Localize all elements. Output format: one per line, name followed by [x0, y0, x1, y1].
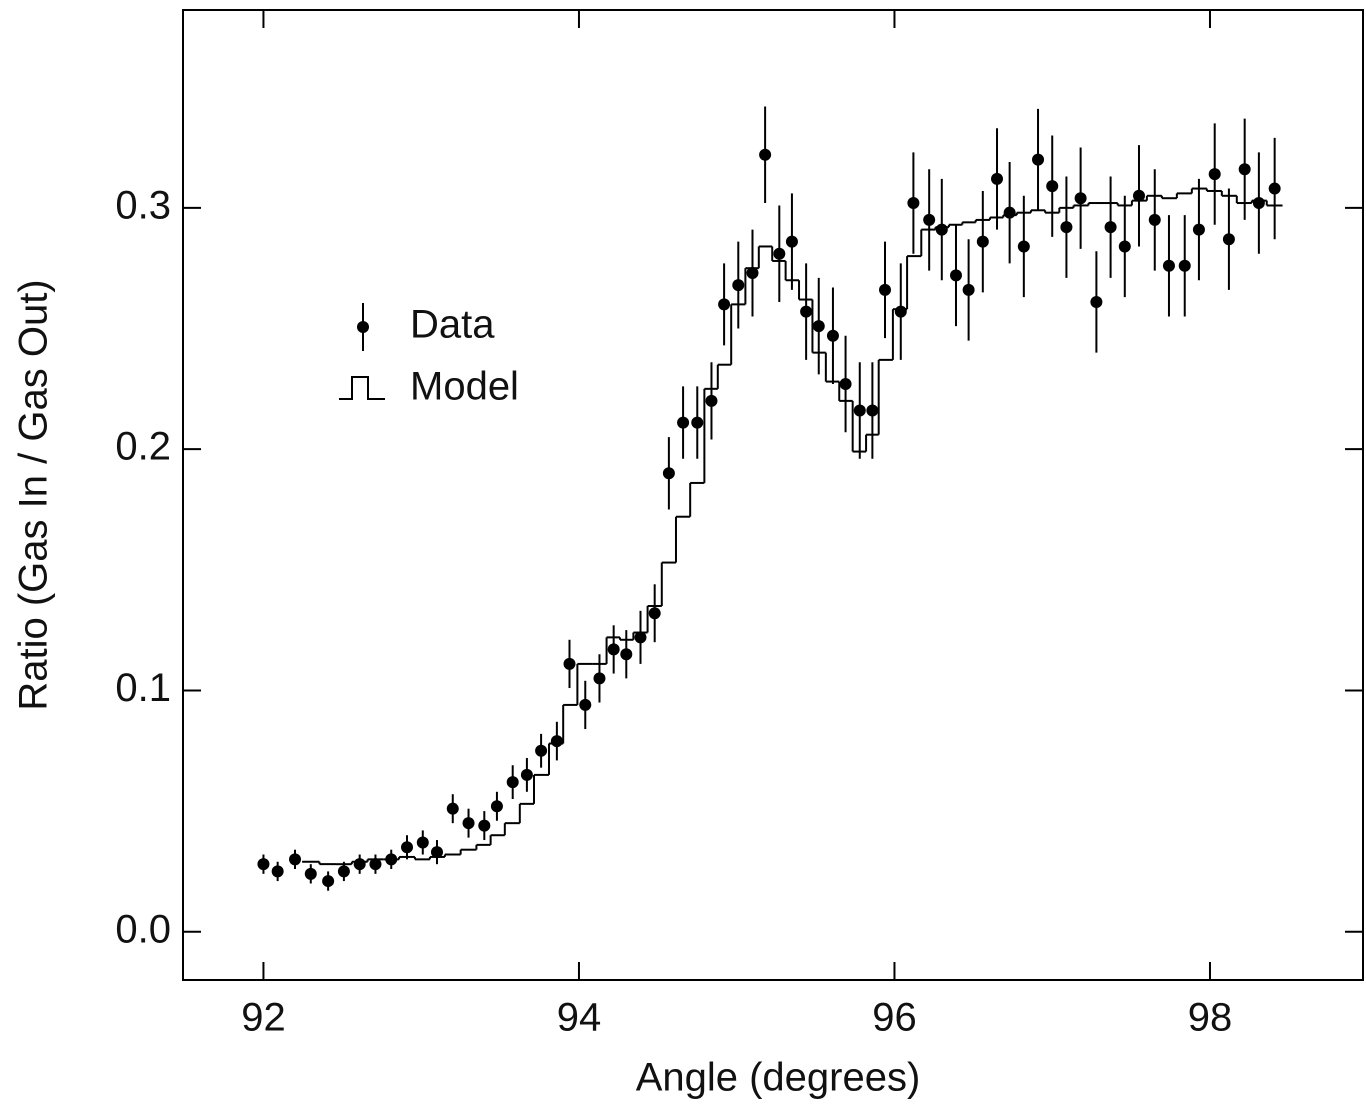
data-point	[935, 223, 948, 236]
data-point	[1268, 182, 1281, 195]
data-point	[430, 846, 443, 859]
legend-step-icon	[339, 376, 385, 400]
data-point	[962, 283, 975, 296]
data-point	[991, 172, 1004, 185]
data-point	[691, 416, 704, 429]
data-point	[853, 404, 866, 417]
data-point	[812, 320, 825, 333]
data-point	[1148, 213, 1161, 226]
data-point	[322, 875, 335, 888]
y-axis-label: Ratio (Gas In / Gas Out)	[12, 279, 56, 710]
plot-frame	[182, 9, 1364, 981]
data-point	[1104, 221, 1117, 234]
data-point	[894, 305, 907, 318]
x-tick-label: 98	[1188, 996, 1233, 1040]
data-point	[353, 858, 366, 871]
data-point	[369, 858, 382, 871]
data-point	[866, 404, 879, 417]
data-point	[1192, 223, 1205, 236]
data-point	[1252, 197, 1265, 210]
y-tick-label: 0.0	[115, 907, 171, 951]
data-point	[304, 867, 317, 880]
data-point	[289, 853, 302, 866]
x-axis-label: Angle (degrees)	[636, 1056, 921, 1100]
data-point	[478, 819, 491, 832]
data-point	[271, 865, 284, 878]
data-point	[1222, 233, 1235, 246]
data-point	[535, 744, 548, 757]
x-tick-label: 96	[872, 996, 917, 1040]
data-point	[1132, 189, 1145, 202]
data-point	[579, 698, 592, 711]
data-point	[826, 329, 839, 342]
legend-point-icon	[357, 321, 369, 333]
data-point	[490, 800, 503, 813]
data-point	[416, 836, 429, 849]
data-point	[607, 643, 620, 656]
data-point	[462, 817, 475, 830]
data-point	[446, 802, 459, 815]
data-point	[785, 235, 798, 248]
data-point	[1118, 240, 1131, 253]
data-point	[1208, 168, 1221, 181]
data-point	[923, 213, 936, 226]
data-point	[563, 657, 576, 670]
data-point	[257, 858, 270, 871]
data-point	[506, 776, 519, 789]
data-point	[648, 607, 661, 620]
y-tick-label: 0.2	[115, 425, 171, 469]
data-point	[759, 148, 772, 161]
data-point	[1074, 192, 1087, 205]
data-point	[550, 735, 563, 748]
data-point	[1178, 259, 1191, 272]
data-point	[1046, 180, 1059, 193]
legend-label: Model	[410, 365, 519, 409]
data-point	[976, 235, 989, 248]
data-point	[662, 467, 675, 480]
data-point	[1003, 206, 1016, 219]
data-point	[520, 768, 533, 781]
data-point	[337, 865, 350, 878]
data-point	[907, 197, 920, 210]
data-point	[1162, 259, 1175, 272]
data-point	[1017, 240, 1030, 253]
data-point	[879, 283, 892, 296]
data-point	[1060, 221, 1073, 234]
data-point	[949, 269, 962, 282]
x-tick-label: 92	[241, 996, 286, 1040]
data-point	[705, 394, 718, 407]
data-point	[677, 416, 690, 429]
data-point	[746, 267, 759, 280]
data-point	[839, 378, 852, 391]
data-point	[732, 279, 745, 292]
data-point	[1032, 153, 1045, 166]
data-point	[401, 841, 414, 854]
data-point	[593, 672, 606, 685]
data-point	[773, 247, 786, 260]
y-tick-label: 0.3	[115, 183, 171, 227]
x-tick-label: 94	[557, 996, 602, 1040]
data-point	[718, 298, 731, 311]
data-point	[1238, 163, 1251, 176]
data-point	[620, 648, 633, 661]
data-point	[634, 631, 647, 644]
data-point	[800, 305, 813, 318]
y-tick-label: 0.1	[115, 666, 171, 710]
legend-label: Data	[410, 303, 495, 347]
data-point	[1090, 295, 1103, 308]
